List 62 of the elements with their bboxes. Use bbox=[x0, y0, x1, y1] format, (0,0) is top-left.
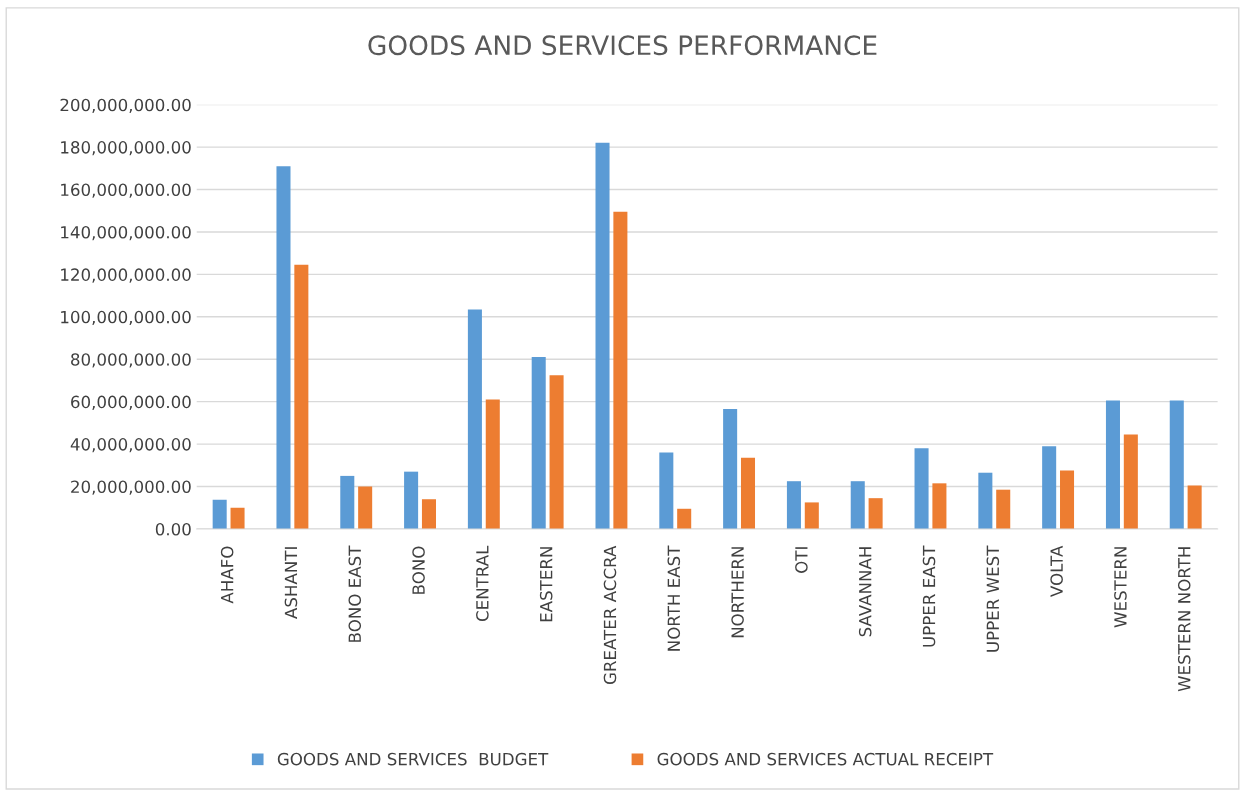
x-tick-label: VOLTA bbox=[1050, 545, 1063, 597]
x-tick-label: ASHANTI bbox=[284, 547, 298, 619]
x-tick-label: EASTERN bbox=[539, 547, 553, 622]
x-tick-label: UPPER WEST bbox=[986, 545, 1000, 652]
y-tick-label: 0.00 bbox=[155, 522, 191, 536]
bar bbox=[1169, 400, 1184, 529]
bar bbox=[804, 502, 819, 529]
bar bbox=[1123, 434, 1138, 529]
bar bbox=[786, 481, 801, 529]
x-tick-label: NORTH EAST bbox=[667, 545, 681, 651]
bar bbox=[340, 475, 355, 529]
x-tick-label: GREATER ACCRA bbox=[603, 545, 617, 685]
bar bbox=[212, 499, 227, 529]
x-tick-label: BONO EAST bbox=[348, 545, 362, 642]
bar bbox=[230, 507, 245, 529]
bar bbox=[978, 472, 993, 529]
bar bbox=[613, 211, 628, 529]
bar bbox=[421, 499, 436, 529]
bar bbox=[1060, 470, 1075, 529]
x-tick-label: WESTERN bbox=[1114, 547, 1127, 628]
bar bbox=[740, 457, 756, 529]
x-tick-label: UPPER EAST bbox=[922, 545, 936, 647]
x-tick-label: WESTERN NORTH bbox=[1177, 547, 1191, 692]
y-tick-label: 120,000,000.00 bbox=[61, 268, 191, 283]
bar bbox=[932, 483, 947, 529]
y-tick-label: 60,000,000.00 bbox=[71, 395, 191, 410]
bar bbox=[677, 508, 692, 529]
legend-label: GOODS AND SERVICES BUDGET bbox=[277, 752, 549, 766]
bar bbox=[404, 471, 419, 529]
bar bbox=[358, 486, 373, 529]
bar bbox=[914, 448, 929, 529]
bar bbox=[294, 264, 309, 529]
bar bbox=[595, 142, 610, 529]
bar bbox=[1187, 485, 1202, 529]
bar bbox=[549, 375, 564, 529]
bar bbox=[276, 166, 291, 529]
x-tick-label: AHAFO bbox=[220, 546, 234, 604]
y-tick-label: 20,000,000.00 bbox=[71, 480, 191, 495]
bar bbox=[723, 409, 738, 529]
y-tick-label: 100,000,000.00 bbox=[61, 310, 191, 326]
y-tick-label: 180,000,000.00 bbox=[61, 141, 191, 156]
x-tick-label: CENTRAL bbox=[476, 545, 489, 622]
bar bbox=[531, 357, 546, 529]
y-tick-label: 80,000,000.00 bbox=[71, 353, 191, 368]
x-tick-label: OTI bbox=[795, 547, 808, 573]
y-tick-label: 40,000,000.00 bbox=[70, 438, 191, 453]
y-tick-label: 200,000,000.00 bbox=[60, 98, 191, 113]
bar bbox=[850, 481, 865, 529]
bar bbox=[868, 498, 883, 529]
y-tick-label: 140,000,000.00 bbox=[61, 225, 191, 241]
x-tick-label: BONO bbox=[412, 546, 425, 594]
bar bbox=[659, 452, 674, 529]
bar bbox=[1042, 446, 1057, 529]
x-tick-label: NORTHERN bbox=[731, 547, 744, 638]
bar bbox=[467, 309, 482, 529]
bar bbox=[996, 489, 1011, 529]
chart-title: GOODS AND SERVICES PERFORMANCE bbox=[368, 35, 877, 56]
x-tick-label: SAVANNAH bbox=[858, 547, 872, 637]
bar bbox=[485, 399, 500, 529]
y-tick-label: 160,000,000.00 bbox=[61, 183, 191, 198]
bar bbox=[1105, 400, 1120, 529]
legend-label: GOODS AND SERVICES ACTUAL RECEIPT bbox=[657, 752, 994, 766]
